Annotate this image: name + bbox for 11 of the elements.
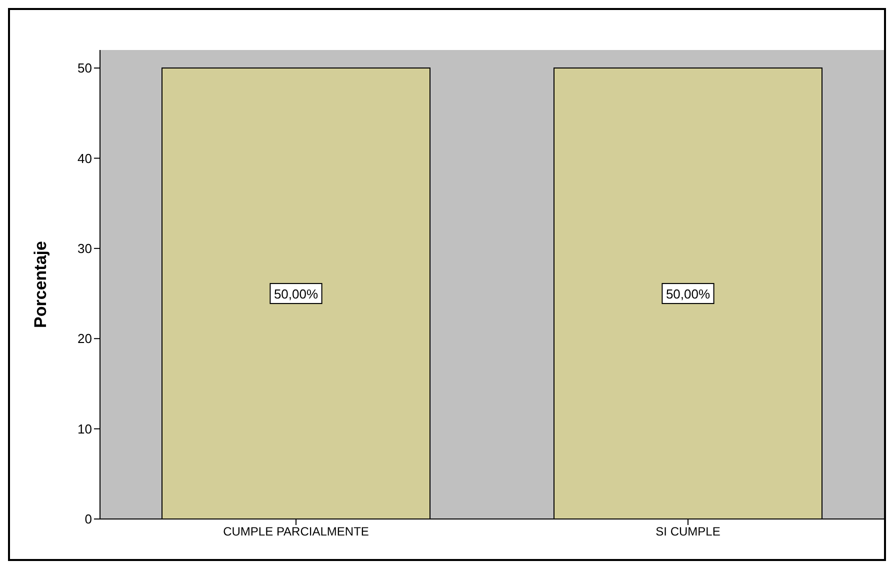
y-tick-label: 30: [78, 241, 92, 256]
data-label: 50,00%: [274, 286, 318, 302]
y-tick-label: 10: [78, 421, 92, 436]
data-label: 50,00%: [666, 286, 710, 302]
y-tick-label: 50: [78, 60, 92, 76]
y-tick-label: 40: [78, 150, 92, 166]
x-tick-label: SI CUMPLE: [656, 524, 720, 539]
y-tick-label: 20: [78, 331, 92, 346]
y-tick-label: 0: [84, 512, 92, 527]
x-tick-label: CUMPLE PARCIALMENTE: [223, 524, 369, 539]
y-axis-title: Porcentaje: [31, 241, 50, 328]
